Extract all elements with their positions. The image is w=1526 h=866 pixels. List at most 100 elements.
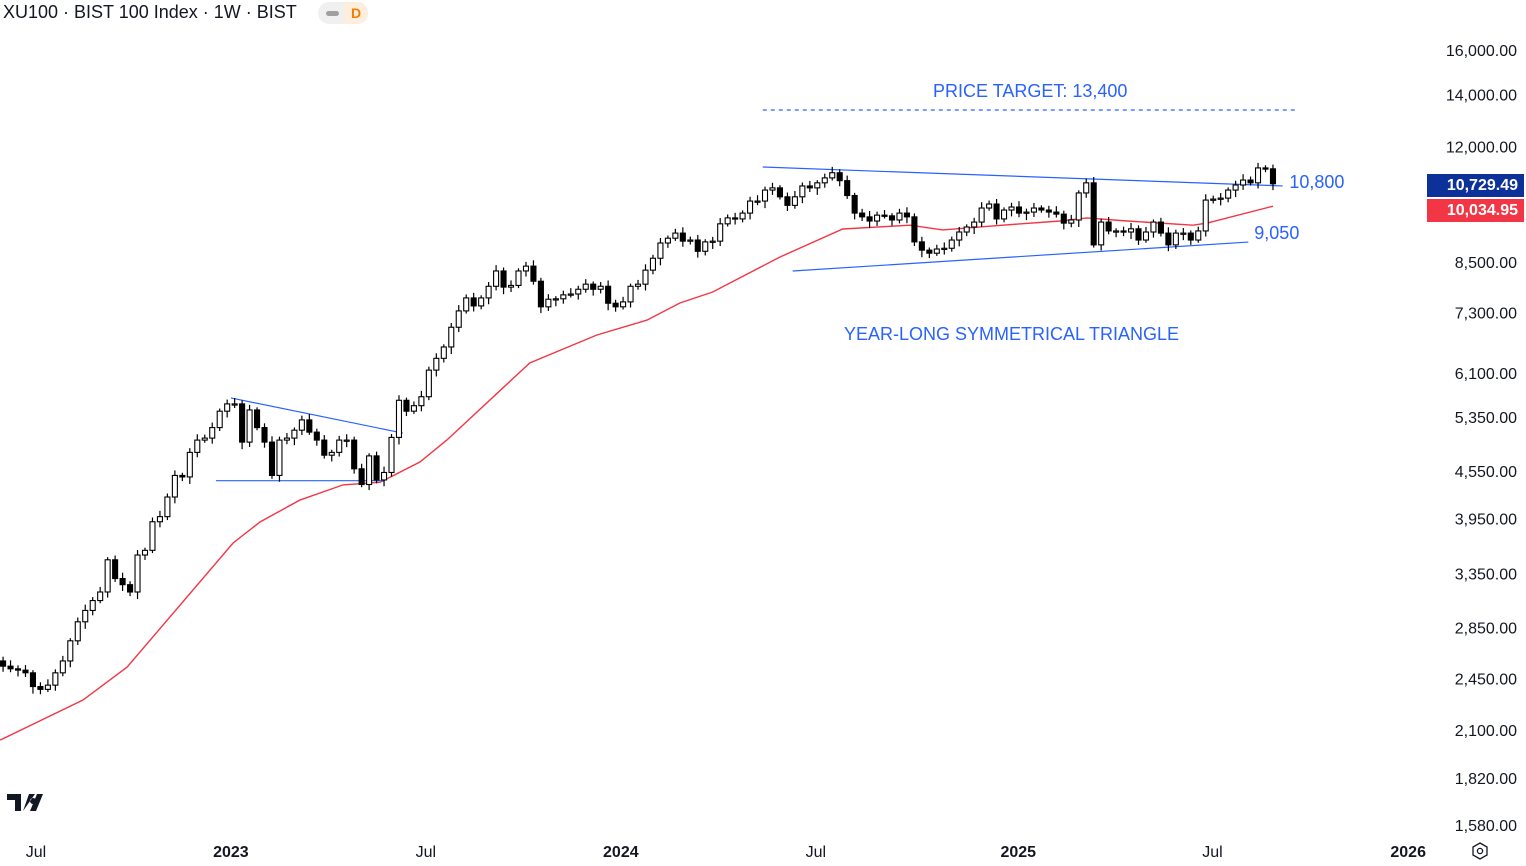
candle-body-up — [874, 214, 881, 222]
candle-body-up — [485, 285, 492, 299]
y-axis-tick-label: 5,350.00 — [1455, 410, 1517, 427]
interval-toggle[interactable]: D — [318, 2, 368, 24]
candle — [134, 549, 141, 600]
candle-body-up — [224, 403, 231, 412]
candle — [1060, 210, 1067, 230]
candle — [231, 398, 238, 409]
candle — [89, 597, 96, 616]
y-axis-tick-label: 8,500.00 — [1455, 255, 1517, 272]
candle-body-down — [859, 212, 866, 218]
candle-body-up — [283, 437, 290, 441]
candle-body-up — [1217, 197, 1224, 200]
y-axis-tick-label: 3,950.00 — [1455, 511, 1517, 528]
candle-body-up — [941, 247, 948, 251]
candle — [507, 280, 515, 292]
candle — [171, 470, 178, 504]
candle-body-down — [29, 672, 37, 688]
candle — [52, 669, 59, 691]
candle — [1269, 164, 1277, 191]
trendline-triangle-upper — [762, 166, 1283, 187]
candle-body-up — [164, 496, 171, 518]
candle-body-down — [1045, 209, 1052, 213]
candle-body-down — [1157, 221, 1164, 234]
y-axis-tick-label: 14,000.00 — [1446, 88, 1517, 105]
candle-body-up — [1232, 184, 1239, 191]
candle-body-down — [732, 217, 739, 220]
candle — [254, 407, 261, 431]
chart-annotation: PRICE TARGET: 13,400 — [933, 81, 1127, 101]
candle — [1023, 208, 1030, 221]
candle-body-up — [597, 285, 604, 290]
candle — [791, 190, 798, 209]
candle-body-up — [418, 396, 425, 407]
candle-body-up — [448, 326, 455, 348]
candle-body-up — [971, 221, 978, 228]
candle-body-down — [239, 403, 246, 443]
candle-body-up — [343, 439, 350, 442]
x-axis-tick-label: 2023 — [213, 844, 249, 861]
candle — [358, 463, 365, 488]
ma-value-badge: 10,034.95 — [1427, 199, 1524, 222]
candle — [425, 366, 432, 401]
tradingview-logo-icon[interactable] — [7, 794, 45, 817]
candle — [1098, 218, 1105, 251]
candle-body-up — [366, 455, 373, 486]
candle — [246, 404, 253, 447]
candle-body-up — [896, 212, 903, 221]
candle — [814, 180, 821, 195]
candle — [179, 472, 186, 482]
candle-body-down — [806, 185, 813, 189]
candle — [186, 448, 193, 484]
candle-body-down — [605, 285, 612, 304]
trendline-triangle-2023-upper — [230, 397, 403, 434]
candle-body-down — [7, 665, 14, 670]
candle-body-up — [67, 640, 74, 662]
candle — [605, 280, 612, 311]
y-axis-tick-label: 6,100.00 — [1455, 366, 1517, 383]
candle-body-down — [268, 441, 276, 476]
candle-body-up — [709, 240, 716, 243]
candle — [993, 198, 1000, 225]
candle — [403, 397, 410, 417]
candle-body-up — [507, 284, 515, 288]
candle — [321, 435, 328, 459]
candle — [859, 208, 866, 222]
candle-body-up — [425, 369, 432, 398]
candle — [1142, 226, 1150, 243]
candle-body-up — [1098, 221, 1105, 246]
candle-body-up — [1210, 198, 1217, 201]
candle-body-up — [545, 298, 552, 308]
candle-body-down — [679, 232, 686, 242]
candle-body-up — [552, 298, 559, 301]
candle-body-down — [14, 668, 22, 671]
y-axis-tick-label: 2,450.00 — [1455, 671, 1517, 688]
candle — [1165, 227, 1172, 252]
x-axis-tick-label: Jul — [806, 844, 826, 861]
candle-body-up — [1113, 230, 1120, 233]
candle — [224, 399, 231, 418]
candle — [1000, 207, 1008, 223]
candle-body-up — [463, 297, 470, 312]
candle — [1083, 178, 1090, 198]
candle — [649, 254, 657, 275]
candle — [82, 604, 89, 629]
candle-body-up — [1008, 206, 1015, 211]
candle — [1038, 205, 1045, 213]
settings-gear-icon[interactable] — [1470, 841, 1490, 866]
candle-body-up — [380, 471, 388, 481]
candle-body-up — [201, 437, 208, 441]
candle — [14, 665, 22, 677]
candle-body-down — [403, 399, 410, 412]
candle-body-up — [963, 226, 970, 233]
candle-body-up — [291, 429, 298, 439]
candle — [761, 186, 769, 209]
candle — [1053, 206, 1060, 218]
candle-body-up — [493, 270, 500, 287]
candle-body-up — [657, 242, 664, 259]
candle — [926, 247, 933, 259]
candle — [627, 283, 634, 308]
candle-body-up — [761, 189, 769, 202]
candle-body-up — [1172, 232, 1179, 246]
candle — [620, 296, 627, 310]
